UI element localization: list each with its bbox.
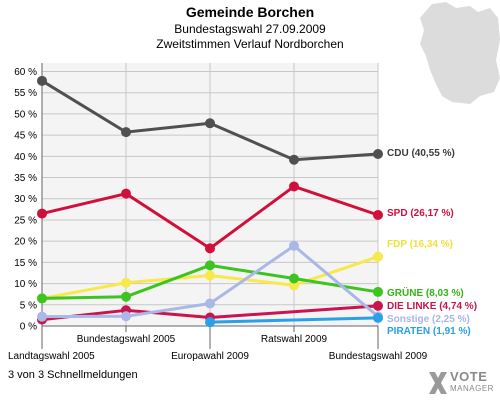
data-point — [37, 293, 47, 304]
logo-vote-text: VOTE — [450, 369, 488, 384]
data-point — [37, 208, 47, 219]
data-point — [373, 148, 383, 159]
series-label: PIRATEN (1,91 %) — [387, 326, 471, 337]
data-point — [121, 291, 131, 302]
data-point — [373, 300, 383, 311]
data-point — [121, 188, 131, 199]
series-label: FDP (16,34 %) — [387, 239, 453, 250]
logo-manager-text: MANAGER — [450, 384, 494, 393]
x-tick-label: Ratswahl 2009 — [261, 334, 328, 345]
series-line-spd — [292, 184, 380, 217]
series-line-gr-ne — [124, 263, 212, 299]
y-tick-label: 45 % — [14, 131, 37, 142]
x-tick-label: Bundestagswahl 2005 — [77, 334, 176, 345]
y-tick-label: 15 % — [14, 258, 37, 269]
data-point — [205, 270, 215, 281]
y-tick-label: 10 % — [14, 279, 37, 290]
series-line-fdp — [208, 274, 296, 287]
status-note: 3 von 3 Schnellmeldungen — [8, 369, 138, 381]
y-tick-label: 20 % — [14, 237, 37, 248]
germany-map-shape — [420, 2, 500, 104]
data-point — [289, 154, 299, 165]
data-point — [205, 243, 215, 254]
y-tick-label: 30 % — [14, 194, 37, 205]
series-line-cdu — [208, 121, 296, 162]
data-point — [289, 181, 299, 192]
series-line-gr-ne — [208, 263, 296, 280]
y-tick-label: 25 % — [14, 215, 37, 226]
series-line-spd — [208, 184, 296, 250]
series-line-die-linke — [124, 308, 212, 320]
data-point — [289, 273, 299, 284]
series-line-cdu — [40, 79, 128, 134]
data-point — [121, 277, 131, 288]
data-point — [373, 312, 383, 323]
data-point — [37, 75, 47, 86]
vote-x-icon — [429, 372, 447, 394]
series-line-sonstige — [292, 244, 380, 318]
data-point — [121, 311, 131, 322]
series-line-spd — [40, 192, 128, 216]
y-tick-label: 5 % — [20, 300, 37, 311]
chart-subtitle: Bundestagswahl 27.09.2009 — [174, 22, 326, 36]
series-line-sonstige — [124, 302, 212, 318]
data-point — [289, 240, 299, 251]
series-label: Sonstige (2,25 %) — [387, 314, 470, 325]
series-line-cdu — [124, 121, 212, 134]
x-tick-label: Europawahl 2009 — [171, 351, 249, 362]
data-point — [205, 317, 215, 328]
data-point — [373, 209, 383, 220]
chart-subtitle-2: Zweitstimmen Verlauf Nordborchen — [156, 37, 344, 51]
series-label: CDU (40,55 %) — [387, 148, 455, 159]
y-tick-label: 35 % — [14, 173, 37, 184]
series-line-fdp — [40, 281, 128, 300]
data-point — [205, 260, 215, 271]
series-label: GRÜNE (8,03 %) — [387, 286, 464, 299]
series-line-gr-ne — [292, 276, 380, 294]
chart-title: Gemeinde Borchen — [185, 4, 315, 20]
y-tick-label: 60 % — [14, 67, 37, 78]
data-point — [205, 118, 215, 129]
series-line-fdp — [124, 274, 212, 285]
series-line-sonstige — [208, 244, 296, 306]
data-point — [373, 286, 383, 297]
data-point — [373, 251, 383, 262]
y-tick-label: 0 % — [20, 322, 37, 333]
series-line-spd — [124, 192, 212, 250]
series-line-gr-ne — [40, 295, 128, 300]
x-tick-label: Bundestagswahl 2009 — [329, 351, 428, 362]
data-point — [37, 311, 47, 322]
series-line-die-linke — [208, 304, 380, 320]
votemanager-logo: VOTE MANAGER — [426, 368, 496, 398]
series-line-cdu — [292, 152, 380, 162]
y-tick-label: 40 % — [14, 152, 37, 163]
data-point — [205, 298, 215, 309]
series-label: DIE LINKE (4,74 %) — [387, 301, 477, 312]
y-tick-label: 50 % — [14, 109, 37, 120]
series-line-piraten — [208, 316, 380, 324]
data-point — [121, 127, 131, 138]
x-tick-label: Landtagswahl 2005 — [8, 351, 95, 362]
series-label: SPD (26,17 %) — [387, 208, 454, 219]
y-tick-label: 55 % — [14, 88, 37, 99]
